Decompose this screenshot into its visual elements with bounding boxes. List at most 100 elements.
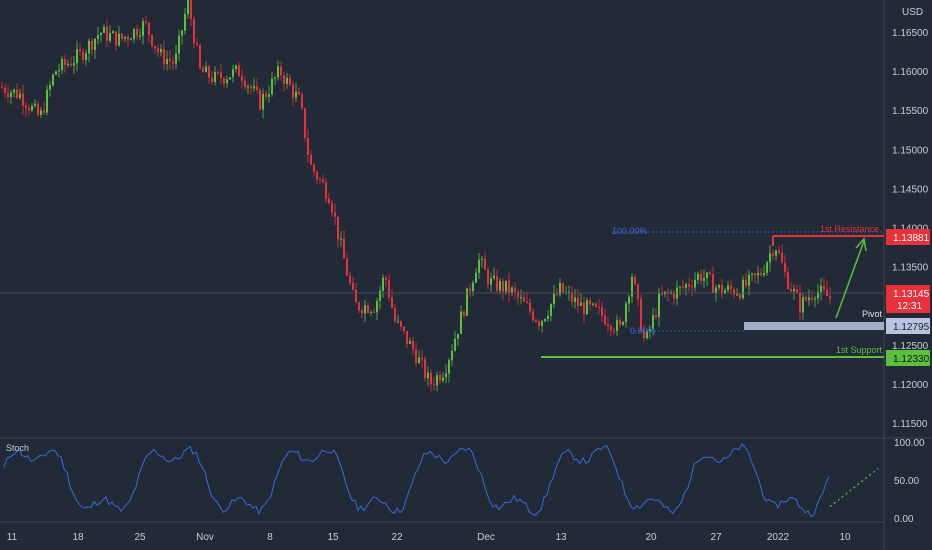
candle-body <box>733 289 735 295</box>
currency-label: USD <box>902 7 923 18</box>
candle-body <box>679 286 681 288</box>
candle-body <box>775 250 777 256</box>
stoch-tick-label: 50.00 <box>894 476 919 487</box>
candle-body <box>361 310 363 314</box>
candle-body <box>217 71 219 73</box>
price-tick-label: 1.16500 <box>892 28 929 39</box>
candle-body <box>148 22 150 35</box>
candle-body <box>466 288 468 316</box>
date-tick-label: 10 <box>839 532 851 543</box>
candle-body <box>829 296 831 299</box>
candle-body <box>211 77 213 82</box>
fib-bottom-label: 0.00% <box>630 326 656 336</box>
candle-body <box>475 272 477 283</box>
candle-body <box>454 338 456 351</box>
candle-body <box>100 32 102 36</box>
candle-body <box>754 273 756 276</box>
candle-body <box>133 28 135 40</box>
candle-body <box>556 293 558 295</box>
stoch-tick-label: 100.00 <box>894 438 925 449</box>
price-tick-label: 1.12000 <box>892 380 929 391</box>
candle-body <box>109 33 111 41</box>
candle-body <box>196 43 198 46</box>
candle-body <box>553 293 555 304</box>
candle-body <box>13 89 15 93</box>
candle-body <box>397 321 399 323</box>
candle-body <box>31 105 33 111</box>
candle-body <box>511 287 513 293</box>
time-axis[interactable]: 11 18 25 Nov 8 15 22 Dec 13 20 27 2022 10 <box>7 532 851 543</box>
candle-body <box>142 21 144 36</box>
candle-body <box>307 138 309 156</box>
candle-body <box>571 292 573 302</box>
candle-body <box>16 89 18 98</box>
pivot-level: Pivot 1.12795 <box>744 309 930 334</box>
candle-body <box>610 326 612 331</box>
candle-body <box>358 302 360 311</box>
candle-body <box>406 330 408 344</box>
candle-body <box>568 292 570 294</box>
candle-body <box>619 319 621 325</box>
candle-body <box>262 93 264 110</box>
candle-body <box>433 384 435 386</box>
candle-body <box>691 286 693 288</box>
candle-body <box>43 110 45 113</box>
candle-body <box>67 63 69 65</box>
candle-body <box>745 279 747 286</box>
candle-body <box>625 303 627 322</box>
pivot-price-tag <box>886 318 930 334</box>
candle-body <box>793 289 795 292</box>
candle-body <box>517 291 519 298</box>
candle-body <box>646 331 648 339</box>
candle-body <box>208 66 210 78</box>
candle-body <box>337 216 339 240</box>
candle-body <box>562 283 564 293</box>
price-tick-label: 1.16000 <box>892 67 929 78</box>
current-price: 1.13145 12:31 <box>0 285 930 313</box>
candle-body <box>310 155 312 165</box>
candle-body <box>283 75 285 84</box>
stoch-axis: 100.00 50.00 0.00 <box>894 438 925 525</box>
candle-body <box>586 300 588 315</box>
candle-body <box>253 86 255 89</box>
candle-body <box>643 330 645 339</box>
candle-body <box>430 372 432 385</box>
candle-body <box>328 198 330 204</box>
candle-body <box>595 303 597 307</box>
date-tick-label: 25 <box>134 532 146 543</box>
candle-body <box>532 311 534 321</box>
candle-body <box>370 311 372 313</box>
candle-body <box>295 91 297 98</box>
candle-body <box>88 40 90 54</box>
date-tick-label: 2022 <box>767 532 790 543</box>
arrow-head <box>855 237 867 252</box>
candle-body <box>463 311 465 316</box>
candle-body <box>334 212 336 217</box>
candle-body <box>622 321 624 325</box>
candle-body <box>490 278 492 285</box>
candle-body <box>469 288 471 292</box>
candle-body <box>763 272 765 275</box>
candle-body <box>178 35 180 54</box>
candle-body <box>19 93 21 98</box>
candle-body <box>448 360 450 374</box>
candle-body <box>7 93 9 98</box>
candles-layer <box>1 0 831 392</box>
candle-body <box>811 297 813 300</box>
candle-body <box>652 315 654 329</box>
candle-body <box>187 0 189 15</box>
candle-body <box>46 89 48 113</box>
candle-body <box>22 93 24 106</box>
candle-body <box>199 45 201 69</box>
candle-body <box>379 290 381 301</box>
candle-body <box>772 253 774 256</box>
candle-body <box>451 350 453 361</box>
price-tick-label: 1.13500 <box>892 263 929 274</box>
candle-body <box>805 297 807 301</box>
support-price: 1.12330 <box>893 354 930 365</box>
candle-body <box>274 77 276 79</box>
candle-body <box>169 59 171 62</box>
candle-body <box>391 297 393 308</box>
candle-body <box>544 319 546 321</box>
